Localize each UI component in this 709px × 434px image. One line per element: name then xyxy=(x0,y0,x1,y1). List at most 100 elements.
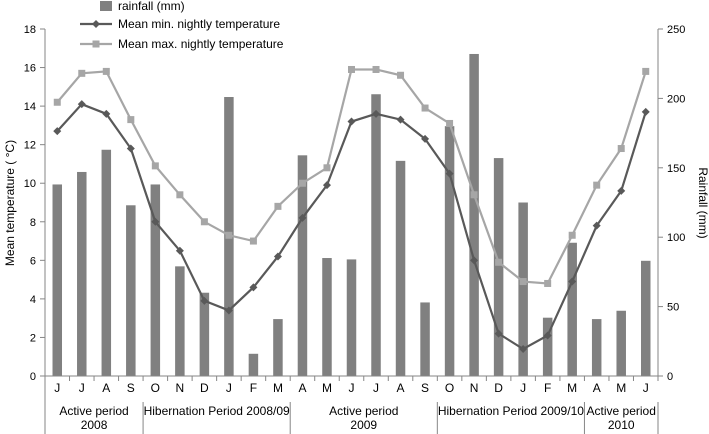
y-tick-label-left: 2 xyxy=(30,332,36,344)
max-temperature-point xyxy=(495,258,503,266)
x-tick-label: N xyxy=(470,381,479,395)
rainfall-bar xyxy=(518,202,528,376)
x-tick-label: O xyxy=(151,381,160,395)
max-temperature-point xyxy=(200,218,208,226)
max-temperature-point xyxy=(372,65,380,73)
rainfall-bar xyxy=(101,149,112,376)
x-tick-label: M xyxy=(567,381,577,395)
rainfall-bar xyxy=(199,292,210,376)
x-tick-label: D xyxy=(494,381,503,395)
min-temperature-point xyxy=(53,127,62,136)
group-label: Active period xyxy=(59,404,128,418)
rainfall-bar xyxy=(591,319,602,376)
min-temperature-point xyxy=(519,345,528,354)
max-temperature-point xyxy=(470,191,478,199)
y-tick-label-left: 4 xyxy=(30,294,36,306)
x-tick-label: J xyxy=(226,381,232,395)
min-temperature-point xyxy=(543,331,552,340)
min-temperature-point xyxy=(396,115,405,124)
min-temperature-point xyxy=(77,100,86,109)
y-tick-label-left: 16 xyxy=(24,63,36,75)
legend-label: Mean min. nightly temperature xyxy=(118,17,280,31)
x-tick-label: D xyxy=(200,381,209,395)
x-tick-label: A xyxy=(298,381,306,395)
y-axis-title-right: Rainfall (mm) xyxy=(696,167,709,238)
x-tick-label: O xyxy=(445,381,454,395)
group-label: Hibernation Period 2008/09 xyxy=(144,404,290,418)
legend-marker-square xyxy=(92,40,100,48)
min-temperature-point xyxy=(151,217,160,226)
max-temperature-point xyxy=(225,231,233,239)
rainfall-bar xyxy=(175,266,185,376)
min-temperature-point xyxy=(298,213,307,222)
min-temperature-point xyxy=(347,117,356,126)
group-label-year: 2010 xyxy=(608,418,635,432)
y-tick-label-right: 50 xyxy=(667,302,679,314)
max-temperature-point xyxy=(642,67,650,75)
axes: 0 2 4 6 8 10 12 14 16 18 0 50 100 150 200 250 xyxy=(24,24,686,383)
rainfall-bar xyxy=(493,158,504,376)
x-tick-label: A xyxy=(397,381,405,395)
max-temperature-point xyxy=(274,202,282,210)
x-tick-label: F xyxy=(250,381,257,395)
y-tick-label-right: 150 xyxy=(667,163,685,175)
min-temperature-point xyxy=(641,107,650,116)
rainfall-bar xyxy=(346,259,357,376)
line-max-temperature xyxy=(56,68,647,285)
max-temperature-point xyxy=(127,116,135,124)
group-label: Active period xyxy=(587,404,656,418)
min-temperature-point xyxy=(102,109,111,118)
max-temperature-point xyxy=(421,104,429,112)
max-temperature-point xyxy=(617,145,625,153)
legend-marker-diamond xyxy=(92,20,100,28)
y-tick-label-left: 18 xyxy=(24,24,36,36)
x-tick-label: J xyxy=(643,381,649,395)
min-temperature-point xyxy=(592,221,601,230)
group-label: Active period xyxy=(329,404,398,418)
max-temperature-point xyxy=(249,237,257,245)
rainfall-bars xyxy=(52,53,651,377)
min-temperature-point xyxy=(224,306,233,315)
y-tick-label-left: 14 xyxy=(24,101,36,113)
x-tick-label: F xyxy=(544,381,551,395)
max-temperature-point xyxy=(544,279,552,287)
max-temperature-point xyxy=(298,179,306,187)
rainfall-bar xyxy=(322,258,332,376)
x-tick-label: M xyxy=(322,381,332,395)
y-tick-label-right: 0 xyxy=(667,371,673,383)
rainfall-bar xyxy=(469,53,479,376)
x-tick-label: S xyxy=(127,381,135,395)
rainfall-bar xyxy=(273,319,283,376)
group-label: Hibernation Period 2009/10 xyxy=(438,404,584,418)
y-tick-label-left: 12 xyxy=(24,140,36,152)
min-temperature-point xyxy=(445,169,454,178)
y-tick-label-right: 100 xyxy=(667,232,685,244)
legend: rainfall (mm) Mean min. nightly temperatu… xyxy=(80,0,284,51)
rainfall-bar xyxy=(542,317,553,376)
rainfall-bar xyxy=(395,160,406,376)
max-temperature-point xyxy=(397,71,405,79)
rainfall-bar xyxy=(150,184,161,376)
max-temperature-point xyxy=(348,65,355,73)
rainfall-bar xyxy=(248,353,259,376)
min-temperature-point xyxy=(175,246,184,255)
y-tick-label-left: 10 xyxy=(24,178,36,190)
max-temperature-point xyxy=(102,67,110,75)
group-label-year: 2009 xyxy=(350,418,377,432)
legend-label: Mean max. nightly temperature xyxy=(118,37,284,51)
rainfall-bar xyxy=(444,126,455,376)
min-temperature-point xyxy=(273,252,282,261)
y-tick-label-left: 6 xyxy=(30,255,36,267)
legend-label: rainfall (mm) xyxy=(118,0,185,13)
x-tick-label: M xyxy=(273,381,283,395)
y-tick-label-left: 8 xyxy=(30,217,36,229)
x-tick-label: N xyxy=(176,381,185,395)
min-temperature-point xyxy=(494,329,503,338)
x-tick-label: M xyxy=(616,381,626,395)
max-temperature-point xyxy=(593,181,601,189)
y-axis-title-left: Mean temperature ( °C) xyxy=(3,140,17,266)
rainfall-bar xyxy=(371,94,381,377)
rainfall-bar xyxy=(52,184,63,376)
x-tick-label: J xyxy=(79,381,85,395)
